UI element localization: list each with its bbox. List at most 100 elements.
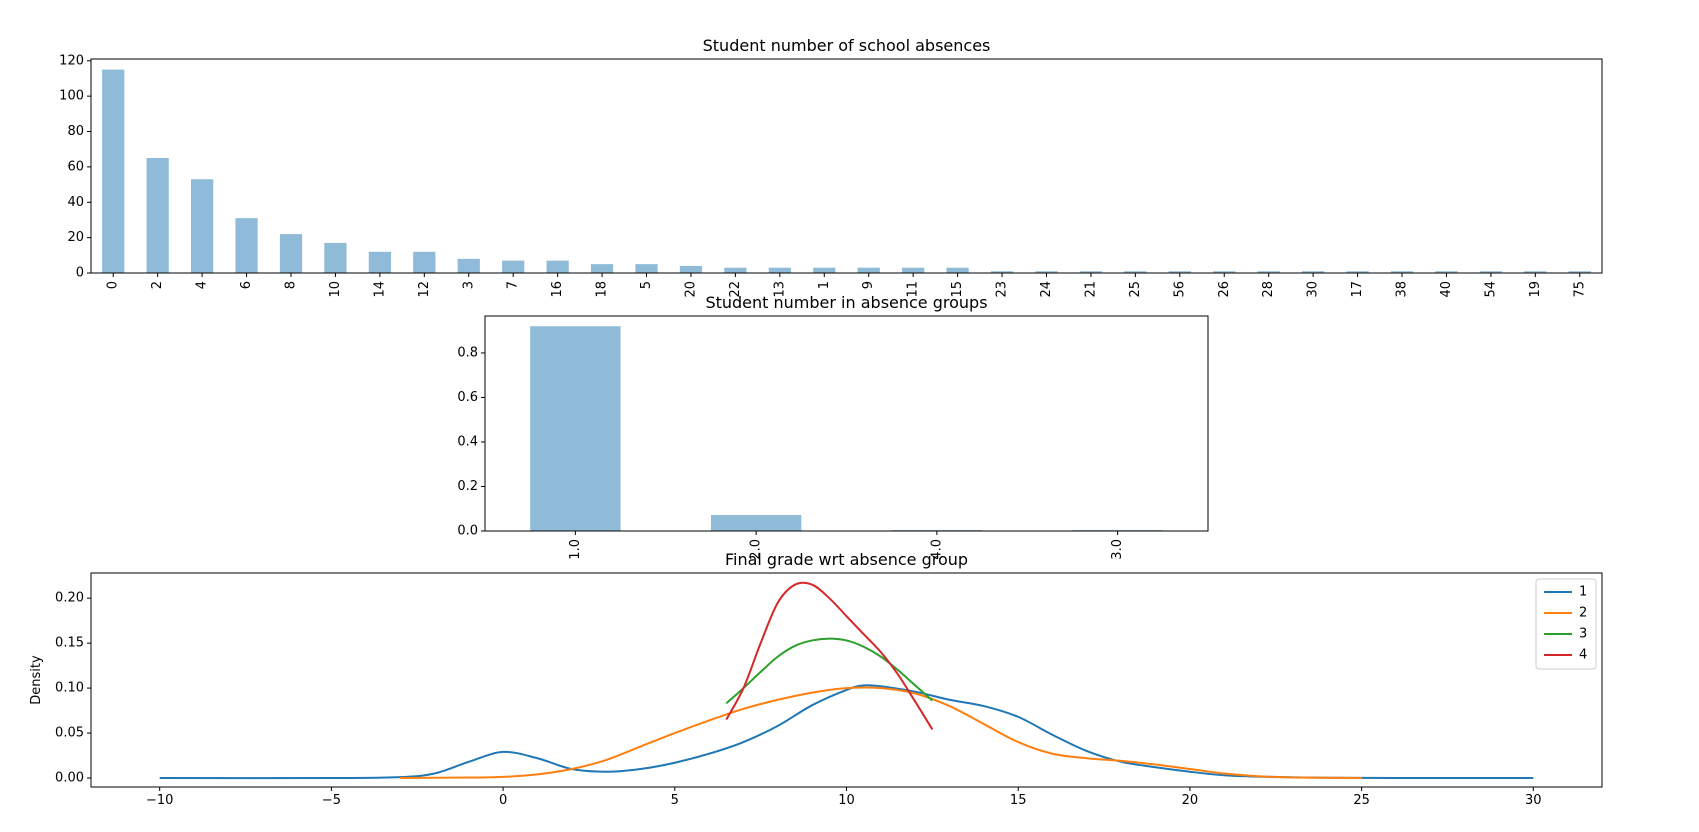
x-tick-label: 15 bbox=[1010, 793, 1027, 808]
x-tick-label: 20 bbox=[1182, 793, 1199, 808]
bar bbox=[546, 260, 569, 273]
legend-box bbox=[1535, 578, 1597, 670]
bar bbox=[990, 271, 1014, 273]
bar bbox=[190, 179, 214, 273]
y-tick-label: 60 bbox=[67, 159, 84, 174]
x-tick-label: 2.0 bbox=[749, 539, 764, 560]
bar bbox=[1435, 271, 1458, 273]
y-tick-label: 0.15 bbox=[55, 636, 84, 651]
x-tick-label: −10 bbox=[146, 793, 173, 808]
bar bbox=[235, 218, 258, 273]
x-tick-label: 6 bbox=[239, 281, 254, 289]
bar bbox=[635, 264, 658, 273]
y-axis-label: Density bbox=[29, 655, 44, 705]
x-tick-label: 38 bbox=[1395, 281, 1410, 298]
x-tick-label: 5 bbox=[671, 793, 679, 808]
bar bbox=[1390, 271, 1414, 273]
bar bbox=[768, 267, 791, 273]
x-tick-label: 16 bbox=[550, 281, 565, 298]
x-tick-label: 11 bbox=[906, 281, 921, 298]
x-tick-label: −5 bbox=[322, 793, 341, 808]
x-tick-label: 0 bbox=[499, 793, 507, 808]
bar bbox=[279, 234, 303, 273]
bar bbox=[679, 265, 703, 273]
x-tick-label: 4.0 bbox=[929, 539, 944, 560]
bar bbox=[1479, 271, 1503, 273]
x-tick-label: 2 bbox=[150, 281, 165, 289]
x-tick-label: 25 bbox=[1353, 793, 1370, 808]
bar bbox=[1124, 271, 1147, 273]
x-tick-label: 18 bbox=[595, 281, 610, 298]
x-tick-label: 54 bbox=[1483, 281, 1498, 298]
axes-frame bbox=[484, 315, 1209, 532]
series-line-1 bbox=[159, 684, 1534, 780]
legend-entry: 4 bbox=[1579, 648, 1587, 663]
y-tick-label: 0.4 bbox=[457, 434, 478, 449]
x-tick-label: 13 bbox=[772, 281, 787, 298]
y-tick-label: 0.20 bbox=[55, 591, 84, 606]
chart-title: Student number in absence groups bbox=[705, 293, 987, 312]
y-tick-label: 0.10 bbox=[55, 681, 84, 696]
y-tick-label: 0.6 bbox=[457, 390, 478, 405]
bar bbox=[530, 326, 621, 531]
bar bbox=[1213, 271, 1236, 273]
x-tick-label: 20 bbox=[683, 281, 698, 298]
axes-frame bbox=[90, 58, 1603, 274]
series-line-2 bbox=[400, 686, 1362, 780]
bar bbox=[1524, 271, 1547, 273]
bar bbox=[324, 242, 347, 273]
bar bbox=[502, 260, 525, 273]
legend-entry: 3 bbox=[1579, 627, 1587, 642]
y-tick-label: 0.05 bbox=[55, 726, 84, 741]
x-tick-label: 19 bbox=[1528, 281, 1543, 298]
y-tick-label: 0.8 bbox=[457, 345, 478, 360]
y-tick-label: 100 bbox=[59, 89, 84, 104]
bar bbox=[1568, 271, 1591, 273]
y-tick-label: 0.0 bbox=[457, 524, 478, 539]
x-tick-label: 25 bbox=[1128, 281, 1143, 298]
x-tick-label: 12 bbox=[417, 281, 432, 298]
chart-title: Final grade wrt absence group bbox=[725, 550, 968, 569]
y-tick-label: 120 bbox=[59, 53, 84, 68]
x-tick-label: 3 bbox=[461, 281, 476, 289]
x-tick-label: 10 bbox=[328, 281, 343, 298]
bar bbox=[902, 267, 925, 273]
bar bbox=[590, 264, 614, 273]
bar bbox=[946, 267, 969, 273]
x-tick-label: 3.0 bbox=[1110, 539, 1125, 560]
x-tick-label: 7 bbox=[506, 281, 521, 289]
bar bbox=[146, 158, 169, 273]
bar bbox=[813, 267, 836, 273]
x-tick-label: 40 bbox=[1439, 281, 1454, 298]
axes-frame bbox=[90, 572, 1603, 788]
x-tick-label: 28 bbox=[1261, 281, 1276, 298]
series-line-4 bbox=[725, 581, 934, 730]
x-tick-label: 24 bbox=[1039, 281, 1054, 298]
y-tick-label: 40 bbox=[67, 195, 84, 210]
legend-entry: 2 bbox=[1579, 606, 1587, 621]
y-tick-label: 0.2 bbox=[457, 479, 478, 494]
bar bbox=[1079, 271, 1103, 273]
x-tick-label: 30 bbox=[1525, 793, 1542, 808]
x-tick-label: 26 bbox=[1217, 281, 1232, 298]
chart-title: Student number of school absences bbox=[703, 36, 991, 55]
bar bbox=[857, 267, 880, 273]
x-tick-label: 75 bbox=[1572, 281, 1587, 298]
y-tick-label: 0.00 bbox=[55, 771, 84, 786]
bar bbox=[724, 267, 747, 273]
x-tick-label: 0 bbox=[106, 281, 121, 289]
x-tick-label: 1 bbox=[817, 281, 832, 289]
bar bbox=[368, 251, 391, 273]
bar bbox=[1346, 271, 1369, 273]
bar bbox=[1257, 271, 1280, 273]
y-tick-label: 0 bbox=[76, 266, 84, 281]
x-tick-label: 9 bbox=[861, 281, 876, 289]
bar bbox=[1035, 271, 1058, 273]
x-tick-label: 23 bbox=[995, 281, 1010, 298]
x-tick-label: 4 bbox=[195, 281, 210, 289]
x-tick-label: 22 bbox=[728, 281, 743, 298]
x-tick-label: 30 bbox=[1306, 281, 1321, 298]
legend-entry: 1 bbox=[1579, 585, 1587, 600]
x-tick-label: 15 bbox=[950, 281, 965, 298]
